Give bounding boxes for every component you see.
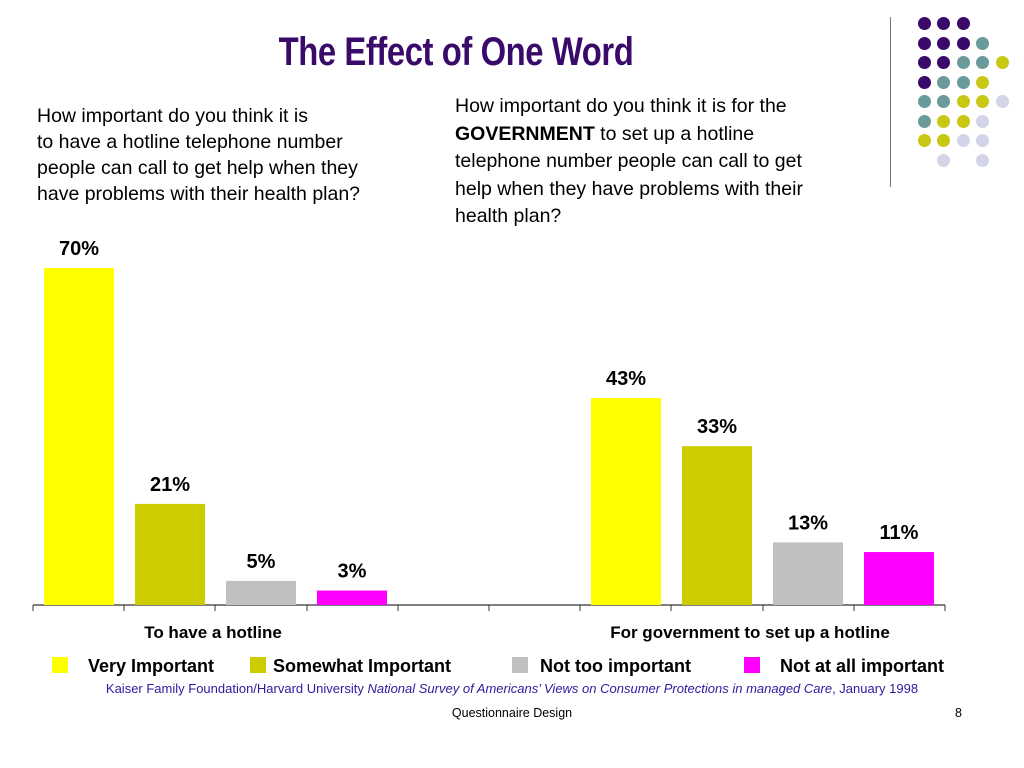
bar bbox=[773, 542, 843, 605]
legend-swatch bbox=[250, 657, 266, 673]
legend-swatch bbox=[52, 657, 68, 673]
bar bbox=[591, 397, 661, 605]
decorative-dot bbox=[937, 56, 950, 69]
decorative-dot bbox=[917, 75, 931, 89]
legend-swatch bbox=[512, 657, 528, 673]
question-2-line: GOVERNMENT to set up a hotline bbox=[455, 121, 875, 149]
decorative-dot bbox=[956, 134, 970, 147]
source-citation: Kaiser Family Foundation/Harvard Univers… bbox=[0, 681, 1024, 696]
decorative-dot bbox=[917, 95, 931, 108]
question-1-line: people can call to get help when they bbox=[37, 157, 358, 179]
question-2-line: help when they have problems with their bbox=[455, 177, 803, 200]
decorative-dot bbox=[937, 17, 950, 30]
data-label: 5% bbox=[247, 551, 276, 573]
legend-label: Very Important bbox=[88, 656, 215, 676]
decorative-dot bbox=[937, 134, 950, 147]
decorative-dot bbox=[937, 114, 950, 128]
question-1-line: to have a hotline telephone number bbox=[37, 131, 343, 153]
bar bbox=[44, 268, 114, 605]
bar bbox=[135, 503, 205, 605]
legend-swatch bbox=[744, 657, 760, 673]
data-label: 21% bbox=[150, 474, 190, 496]
decorative-dot bbox=[917, 114, 931, 128]
question-2: How important do you think it is for the… bbox=[455, 93, 875, 231]
decorative-dot bbox=[995, 95, 1009, 108]
decorative-dot bbox=[917, 56, 931, 69]
decorative-dot bbox=[956, 56, 970, 69]
question-1-line: have problems with their health plan? bbox=[37, 183, 361, 205]
data-label: 33% bbox=[697, 416, 737, 438]
decorative-dot bbox=[956, 114, 970, 128]
decorative-dot bbox=[956, 95, 970, 108]
source-prefix: Kaiser Family Foundation/Harvard Univers… bbox=[105, 681, 368, 696]
legend-label: Not too important bbox=[540, 656, 691, 676]
decorative-dot bbox=[976, 114, 989, 128]
category-label: For government to set up a hotline bbox=[610, 623, 890, 642]
question-2-line: How important do you think it is for the bbox=[455, 95, 787, 117]
decorative-dot bbox=[956, 75, 970, 89]
source-title: National Survey of Americans’ Views on C… bbox=[367, 681, 833, 696]
government-emphasis: GOVERNMENT bbox=[455, 122, 595, 145]
decorative-dot bbox=[976, 153, 989, 167]
bar bbox=[864, 552, 934, 605]
question-2-line-rest: to set up a hotline bbox=[594, 122, 755, 145]
data-label: 70% bbox=[59, 238, 99, 260]
data-label: 43% bbox=[606, 368, 646, 390]
page-number: 8 bbox=[955, 706, 962, 720]
data-label: 3% bbox=[338, 561, 367, 583]
decorative-dot bbox=[917, 134, 931, 147]
decorative-dot bbox=[995, 56, 1009, 69]
decorative-dot bbox=[976, 36, 989, 50]
question-1-line: How important do you think it is bbox=[37, 105, 308, 127]
question-2-line: health plan? bbox=[455, 205, 562, 227]
decorative-dot bbox=[976, 75, 989, 89]
bar bbox=[226, 580, 296, 605]
bar-chart: 70% 21% 5% 3% 43% 33% 13% 11% To have a hotline F… bbox=[32, 238, 946, 642]
slide-title: The Effect of One Word bbox=[278, 30, 634, 74]
bar bbox=[682, 446, 752, 605]
decorative-divider bbox=[890, 17, 891, 187]
decorative-dot bbox=[976, 56, 989, 69]
source-suffix: , January 1998 bbox=[832, 681, 919, 696]
decorative-dot bbox=[917, 17, 931, 30]
legend-label: Not at all important bbox=[780, 656, 945, 676]
decorative-dot bbox=[937, 75, 950, 89]
category-label: To have a hotline bbox=[144, 623, 282, 642]
data-label: 13% bbox=[788, 512, 828, 534]
decorative-dot bbox=[917, 36, 931, 50]
decorative-dot bbox=[937, 36, 950, 50]
data-label: 11% bbox=[880, 522, 919, 544]
decorative-dot bbox=[976, 134, 989, 147]
decorative-dot bbox=[976, 95, 989, 108]
decorative-dot bbox=[956, 17, 970, 30]
question-2-line: telephone number people can call to get bbox=[455, 150, 802, 172]
decorative-dot bbox=[937, 95, 950, 108]
legend-label: Somewhat Important bbox=[273, 656, 452, 676]
decorative-dot bbox=[956, 36, 970, 50]
bar bbox=[317, 590, 387, 605]
footer-title: Questionnaire Design bbox=[451, 706, 573, 720]
decorative-dot bbox=[937, 153, 950, 167]
question-1: How important do you think it is to have… bbox=[37, 103, 437, 207]
